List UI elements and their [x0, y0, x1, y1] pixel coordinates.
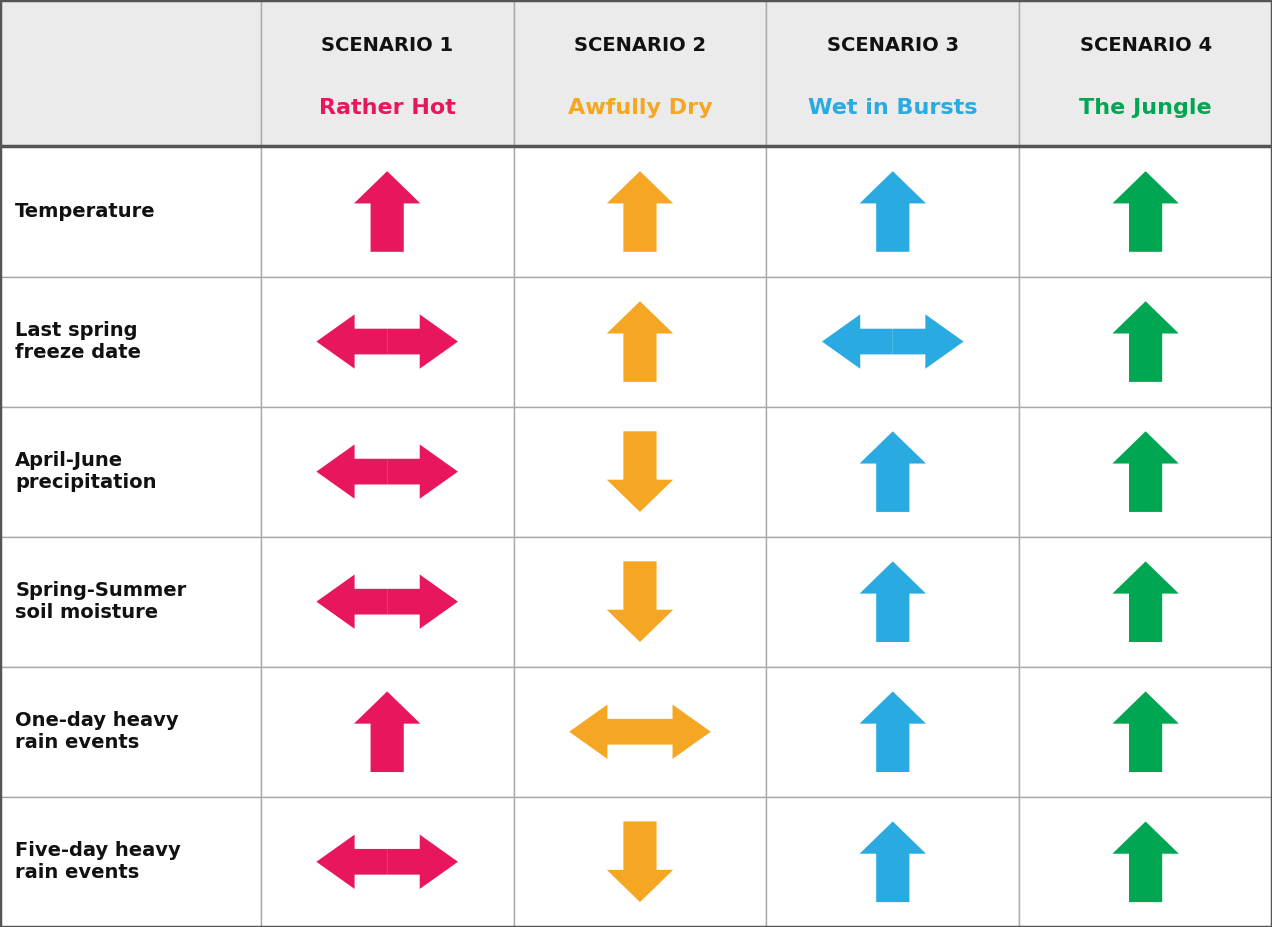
FancyArrow shape	[860, 431, 926, 512]
Bar	[766, 537, 1019, 667]
Bar	[0, 796, 261, 927]
Bar	[514, 276, 767, 407]
Bar	[514, 0, 767, 146]
Bar	[766, 796, 1019, 927]
Text: SCENARIO 2: SCENARIO 2	[574, 36, 706, 55]
FancyArrow shape	[354, 692, 420, 772]
Text: April-June
precipitation: April-June precipitation	[15, 451, 156, 492]
Bar	[1019, 0, 1272, 146]
FancyArrow shape	[387, 575, 458, 629]
Bar	[514, 146, 767, 276]
FancyArrow shape	[387, 444, 458, 499]
Bar	[514, 407, 767, 537]
Bar	[0, 537, 261, 667]
Bar	[0, 0, 261, 146]
FancyArrow shape	[1113, 171, 1179, 252]
Bar	[1019, 146, 1272, 276]
Bar	[0, 276, 261, 407]
Text: Rather Hot: Rather Hot	[319, 98, 455, 119]
Text: SCENARIO 1: SCENARIO 1	[321, 36, 453, 55]
Bar	[261, 146, 514, 276]
Bar	[766, 276, 1019, 407]
Bar	[261, 796, 514, 927]
FancyArrow shape	[640, 705, 711, 759]
Bar	[261, 276, 514, 407]
Text: The Jungle: The Jungle	[1079, 98, 1212, 119]
Text: SCENARIO 4: SCENARIO 4	[1080, 36, 1212, 55]
Bar	[0, 407, 261, 537]
FancyArrow shape	[822, 314, 893, 369]
FancyArrow shape	[860, 562, 926, 642]
FancyArrow shape	[607, 562, 673, 642]
Bar	[261, 407, 514, 537]
Text: SCENARIO 3: SCENARIO 3	[827, 36, 959, 55]
FancyArrow shape	[1113, 301, 1179, 382]
FancyArrow shape	[1113, 562, 1179, 642]
Bar	[766, 0, 1019, 146]
Bar	[1019, 796, 1272, 927]
Bar	[261, 0, 514, 146]
FancyArrow shape	[860, 692, 926, 772]
FancyArrow shape	[1113, 431, 1179, 512]
FancyArrow shape	[1113, 821, 1179, 902]
Bar	[0, 667, 261, 796]
Bar	[0, 146, 261, 276]
Bar	[766, 146, 1019, 276]
Text: One-day heavy
rain events: One-day heavy rain events	[15, 711, 179, 752]
FancyArrow shape	[860, 821, 926, 902]
FancyArrow shape	[317, 575, 387, 629]
FancyArrow shape	[317, 444, 387, 499]
FancyArrow shape	[607, 821, 673, 902]
Text: Spring-Summer
soil moisture: Spring-Summer soil moisture	[15, 581, 187, 622]
FancyArrow shape	[607, 431, 673, 512]
FancyArrow shape	[387, 834, 458, 889]
FancyArrow shape	[317, 314, 387, 369]
Bar	[1019, 537, 1272, 667]
Bar	[1019, 276, 1272, 407]
Bar	[514, 667, 767, 796]
Bar	[766, 667, 1019, 796]
Bar	[514, 796, 767, 927]
Text: Wet in Bursts: Wet in Bursts	[808, 98, 978, 119]
Text: Five-day heavy
rain events: Five-day heavy rain events	[15, 842, 181, 883]
Text: Last spring
freeze date: Last spring freeze date	[15, 321, 141, 362]
FancyArrow shape	[354, 171, 420, 252]
FancyArrow shape	[569, 705, 640, 759]
Bar	[261, 667, 514, 796]
FancyArrow shape	[317, 834, 387, 889]
Bar	[261, 537, 514, 667]
FancyArrow shape	[1113, 692, 1179, 772]
Bar	[1019, 667, 1272, 796]
Bar	[514, 537, 767, 667]
Bar	[1019, 407, 1272, 537]
FancyArrow shape	[387, 314, 458, 369]
FancyArrow shape	[860, 171, 926, 252]
FancyArrow shape	[893, 314, 964, 369]
Bar	[766, 407, 1019, 537]
Text: Awfully Dry: Awfully Dry	[567, 98, 712, 119]
FancyArrow shape	[607, 171, 673, 252]
Text: Temperature: Temperature	[15, 202, 156, 221]
FancyArrow shape	[607, 301, 673, 382]
